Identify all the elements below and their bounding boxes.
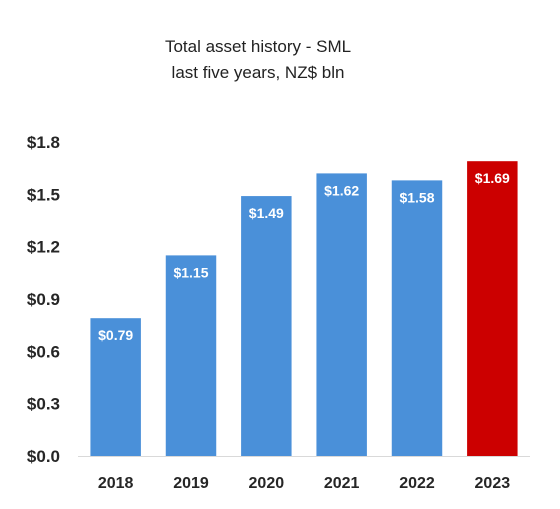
x-tick-label: 2019 [173,475,209,492]
data-label-2021: $1.62 [324,182,359,198]
x-tick-label: 2018 [98,475,134,492]
bars: $0.79 $1.15 $1.49 $1.62 $1.58 $1.69 [90,161,518,457]
x-tick-label: 2021 [324,475,360,492]
data-label-2022: $1.58 [399,189,434,205]
y-tick-label: $1.5 [27,185,60,204]
data-label-2018: $0.79 [98,327,133,343]
bar-2019 [165,255,217,456]
data-label-2019: $1.15 [173,264,208,280]
bar-2018 [90,318,141,456]
x-tick-label: 2022 [399,475,435,492]
y-tick-label: $0.3 [27,395,60,414]
x-axis: 2018 2019 2020 2021 2022 2023 [98,475,510,492]
y-tick-label: $0.0 [27,447,60,466]
y-tick-label: $0.6 [27,342,60,361]
bar-2021 [316,173,367,456]
chart-subtitle: last five years, NZ$ bln [172,63,345,82]
x-tick-label: 2023 [475,475,511,492]
chart-title: Total asset history - SML [165,37,351,56]
y-tick-label: $0.9 [27,290,60,309]
x-tick-label: 2020 [249,475,285,492]
bar-2020 [241,196,292,457]
data-label-2020: $1.49 [249,205,284,221]
data-label-2023: $1.69 [475,170,510,186]
bar-2022 [391,180,443,456]
y-axis: $0.0 $0.3 $0.6 $0.9 $1.2 $1.5 $1.8 [27,133,60,466]
y-tick-label: $1.2 [27,238,60,257]
y-tick-label: $1.8 [27,133,60,152]
bar-2023 [467,161,518,456]
